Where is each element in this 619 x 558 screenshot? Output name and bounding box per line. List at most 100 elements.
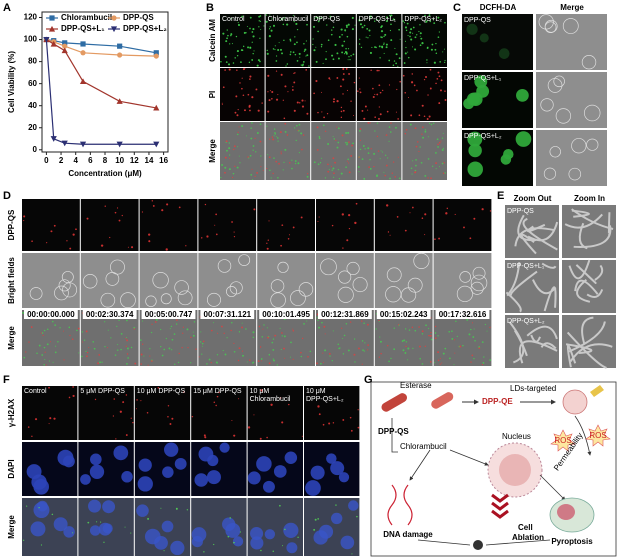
cell — [292, 14, 294, 16]
cell — [505, 291, 522, 313]
cell — [72, 386, 74, 388]
cell — [359, 38, 361, 40]
panel-label: F — [3, 374, 10, 386]
cell — [85, 355, 88, 358]
cell — [562, 18, 579, 34]
cell — [87, 521, 90, 524]
cell — [99, 361, 101, 364]
cell — [181, 346, 183, 349]
cell — [270, 177, 272, 179]
cell — [272, 358, 274, 360]
cell — [107, 347, 109, 349]
cell — [441, 148, 444, 151]
data-point — [62, 40, 68, 46]
cell — [323, 116, 325, 119]
cell — [482, 362, 485, 364]
cell — [241, 15, 244, 18]
cell — [398, 177, 401, 180]
cell — [63, 359, 65, 361]
data-point — [62, 43, 68, 49]
cell — [269, 138, 271, 140]
image-bg — [265, 68, 311, 121]
cell — [190, 362, 192, 364]
cell — [320, 16, 323, 19]
cell — [345, 52, 348, 55]
cell — [325, 51, 327, 53]
lipid-droplet — [562, 389, 588, 415]
cell — [216, 362, 218, 364]
cell — [291, 167, 293, 170]
cell — [402, 349, 405, 352]
cell — [148, 233, 151, 236]
cell — [300, 355, 303, 358]
column-label: 10 μM DPP-QS — [137, 388, 186, 395]
cell — [412, 160, 414, 162]
cell — [165, 248, 168, 251]
cell — [292, 226, 295, 229]
cell — [104, 205, 106, 207]
cell — [364, 342, 366, 344]
ros-burst — [585, 424, 611, 447]
cell — [269, 169, 271, 172]
cell — [271, 90, 274, 93]
cell — [383, 43, 385, 46]
cell — [316, 317, 318, 319]
cell — [270, 29, 273, 32]
cell — [309, 350, 312, 353]
cell — [342, 247, 344, 249]
cell — [233, 231, 235, 233]
cell — [306, 175, 309, 178]
cell — [36, 352, 38, 355]
cell — [228, 168, 231, 171]
cell — [232, 536, 244, 547]
cell — [226, 149, 228, 152]
cell — [411, 206, 414, 209]
cell — [296, 101, 299, 104]
row-label: DPP-QS+L₁ — [464, 75, 502, 82]
cell — [471, 322, 474, 324]
cell — [44, 358, 46, 361]
cell — [372, 87, 374, 90]
cell — [385, 204, 389, 207]
cell — [224, 69, 226, 71]
timestamp-bg — [200, 310, 255, 319]
cell — [272, 24, 276, 27]
cell — [424, 213, 427, 216]
cell — [324, 333, 326, 335]
cell — [62, 455, 75, 468]
cell — [574, 279, 599, 295]
cell — [346, 239, 349, 242]
cell — [338, 270, 352, 284]
cell — [304, 100, 306, 102]
cell — [374, 116, 376, 118]
cell — [109, 236, 111, 239]
cell — [133, 328, 136, 330]
cell — [284, 131, 287, 133]
scheme-text: Pyroptosis — [551, 537, 593, 546]
cell — [407, 359, 409, 361]
cell — [383, 42, 385, 44]
cell — [369, 15, 371, 17]
legend-label: DPP-QS+L₂ — [123, 24, 167, 33]
row-label: DPP-QS+L₂ — [507, 318, 545, 325]
cell — [103, 541, 105, 543]
cell — [45, 364, 47, 366]
image-bg — [80, 199, 139, 251]
cell — [210, 329, 213, 332]
micrograph — [433, 310, 492, 366]
data-point — [110, 26, 118, 33]
cell — [217, 332, 219, 334]
cell — [88, 499, 102, 513]
cell — [340, 28, 343, 31]
micrograph — [220, 14, 265, 67]
cell — [442, 172, 445, 175]
cell — [351, 144, 354, 147]
cell — [225, 61, 228, 63]
cell — [289, 356, 291, 358]
cell — [354, 24, 356, 26]
cell — [135, 408, 137, 410]
cell — [318, 216, 320, 218]
cell — [380, 150, 382, 152]
cell — [274, 45, 276, 47]
cell — [393, 327, 395, 329]
